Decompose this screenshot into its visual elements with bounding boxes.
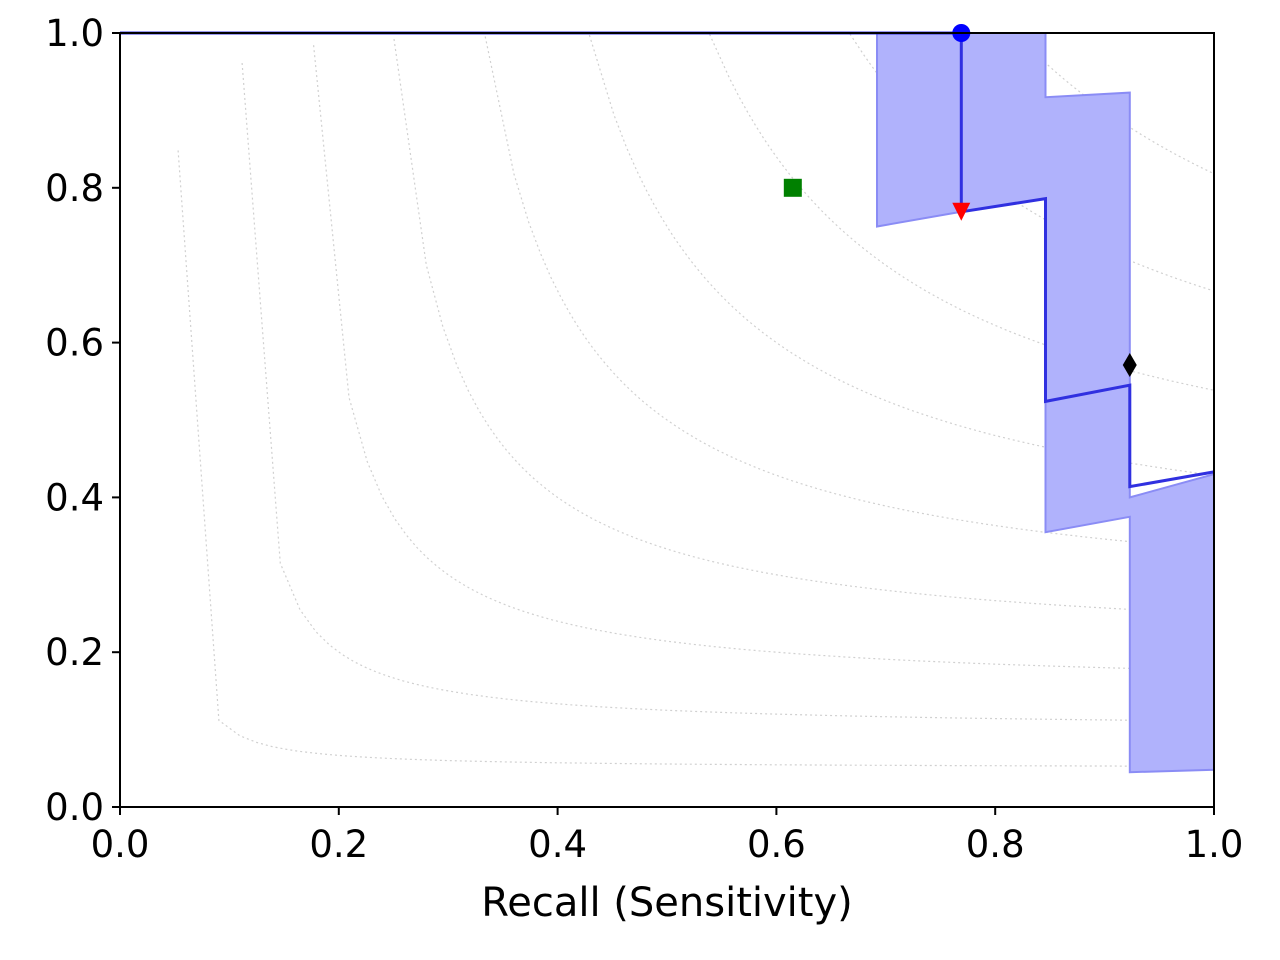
x-tick-label: 0.6 — [747, 823, 806, 866]
x-tick-label: 0.4 — [528, 823, 587, 866]
y-axis: 0.0 0.2 0.4 0.6 0.8 1.0 — [45, 12, 120, 829]
marker-square — [783, 178, 802, 197]
y-tick-label: 0.2 — [45, 631, 104, 674]
y-tick-label: 0.6 — [45, 322, 104, 365]
series-line-1 — [120, 31, 1215, 489]
contour-line-1 — [177, 150, 1214, 767]
curve-layer — [120, 31, 1215, 489]
x-tick-label: 0.2 — [309, 823, 368, 866]
y-tick-label: 0.8 — [45, 167, 104, 210]
x-axis: 0.0 0.2 0.4 0.6 0.8 1.0 — [91, 807, 1244, 866]
y-tick-label: 0.4 — [45, 476, 104, 519]
contour-line-7 — [709, 34, 1215, 391]
x-tick-label: 0.8 — [966, 823, 1025, 866]
x-tick-label: 0.0 — [91, 823, 150, 866]
x-tick-label: 1.0 — [1185, 823, 1244, 866]
y-tick-label: 1.0 — [45, 12, 104, 55]
y-tick-label: 0.0 — [45, 786, 104, 829]
marker-diamond — [1122, 353, 1137, 378]
contour-line-3 — [313, 45, 1214, 672]
marker-triangle-down — [952, 202, 971, 221]
x-axis-title: Recall (Sensitivity) — [481, 880, 853, 926]
plot-frame — [119, 32, 1215, 808]
